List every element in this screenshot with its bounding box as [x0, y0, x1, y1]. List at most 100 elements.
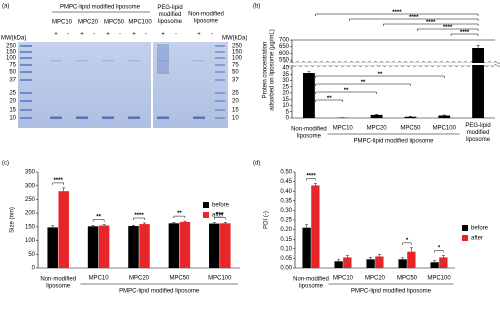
ladder-band	[215, 57, 225, 59]
y-tick-label: 0.25	[280, 218, 292, 224]
panel-label: (b)	[253, 4, 260, 10]
sig-bracket	[402, 242, 412, 245]
mw-marker: 25	[232, 91, 239, 97]
bar	[343, 257, 352, 268]
y-tick-label: 600	[279, 51, 290, 57]
y-tick-label: 0.50	[280, 170, 292, 176]
lane-sign: -	[145, 32, 147, 38]
mw-marker: 100	[6, 56, 17, 62]
mw-marker: 15	[9, 108, 16, 114]
ladder-band	[20, 71, 32, 73]
lane-sign: -	[67, 32, 69, 38]
mw-marker: 75	[9, 63, 16, 69]
y-axis-label: PDI (-)	[264, 211, 270, 229]
lane-label: MPC20	[78, 20, 99, 26]
sample-band	[128, 60, 140, 62]
x-tick-label: MPC100	[433, 126, 457, 132]
y-tick-label: 20	[282, 91, 289, 97]
sample-band	[157, 60, 169, 62]
y-tick-label: 0	[32, 266, 36, 272]
bar	[375, 256, 384, 268]
ladder-band	[20, 45, 32, 47]
bar	[209, 223, 220, 268]
legend-label: after	[212, 213, 224, 219]
ladder-band	[215, 92, 225, 94]
y-tick-label: 700	[279, 38, 290, 44]
mw-marker: 50	[232, 70, 239, 76]
bar	[168, 223, 180, 268]
ladder-band	[215, 100, 225, 102]
sig-bracket	[306, 178, 316, 181]
mw-marker: 150	[6, 50, 17, 56]
panel-label: (d)	[253, 161, 260, 167]
bar	[179, 221, 191, 268]
bar	[407, 251, 416, 268]
sig-bracket	[315, 91, 377, 94]
sig-bracket	[434, 250, 444, 253]
y-tick-label: 0	[286, 116, 290, 122]
sig-bracket	[214, 217, 226, 220]
legend-label: before	[212, 203, 230, 209]
y-tick-label: 0.40	[280, 189, 292, 195]
sample-band	[193, 116, 205, 119]
sig-bracket	[133, 217, 145, 221]
bar	[220, 223, 231, 268]
mw-marker: 20	[232, 99, 239, 105]
group-label: PMPC-lipid modified liposome	[353, 139, 434, 145]
mw-marker: 150	[232, 50, 243, 56]
bar	[430, 262, 439, 268]
legend-swatch	[203, 212, 209, 218]
ladder-band	[20, 117, 32, 119]
mw-title: MW(kDa)	[222, 36, 247, 42]
x-tick-label: PEG-lipid modified liposome	[465, 123, 490, 143]
sig-label: ****	[392, 10, 402, 16]
x-tick-label: MPC10	[333, 126, 354, 132]
sig-label: *	[406, 238, 409, 244]
sig-label: **	[327, 96, 332, 102]
sample-band	[50, 116, 62, 119]
axis-break	[283, 61, 500, 67]
y-tick-label: 10	[282, 103, 289, 109]
sig-label: **	[361, 80, 366, 86]
x-tick-label: MPC10	[333, 276, 354, 282]
ladder-band	[215, 64, 225, 66]
sig-bracket	[173, 215, 186, 219]
lane-sign: -	[119, 32, 121, 38]
y-axis-label: Size (nm)	[10, 207, 16, 233]
lane-sign: -	[211, 32, 213, 38]
bar	[472, 48, 485, 118]
y-tick-label: 0.05	[280, 256, 292, 262]
mw-title: MW(kDa)	[1, 36, 26, 42]
sig-label: ****	[409, 15, 419, 21]
lane-label: MPC10	[52, 20, 73, 26]
x-tick-label: MPC10	[89, 276, 110, 282]
bar	[439, 257, 448, 268]
ladder-band	[20, 64, 32, 66]
y-tick-label: 300	[25, 183, 36, 189]
lane-sign: -	[175, 32, 177, 38]
sig-bracket	[315, 13, 479, 16]
mw-marker: 250	[6, 44, 17, 50]
sig-bracket	[315, 83, 411, 86]
ladder-band	[20, 92, 32, 94]
bar	[58, 191, 69, 268]
bar	[139, 224, 150, 268]
ladder-band	[20, 79, 32, 81]
group-label: PMPC-lipid modified liposome	[351, 289, 432, 295]
sig-bracket	[450, 33, 479, 36]
group-label: PMPC-lipid modified liposome	[119, 289, 200, 295]
panel-label: (c)	[2, 161, 9, 167]
bar	[438, 115, 451, 118]
lane-sign: +	[132, 32, 136, 38]
bar	[311, 185, 320, 268]
y-tick-label: 50	[28, 252, 35, 258]
sig-label: **	[96, 215, 101, 221]
lane-sign: +	[161, 32, 165, 38]
bar	[398, 259, 407, 268]
x-tick-label: MPC50	[397, 276, 418, 282]
gel-group-label: PMPC-lipid modified liposome	[60, 5, 141, 11]
x-tick-label: MPC20	[367, 126, 388, 132]
legend-label: after	[471, 236, 483, 242]
y-tick-label: 100	[25, 238, 36, 244]
